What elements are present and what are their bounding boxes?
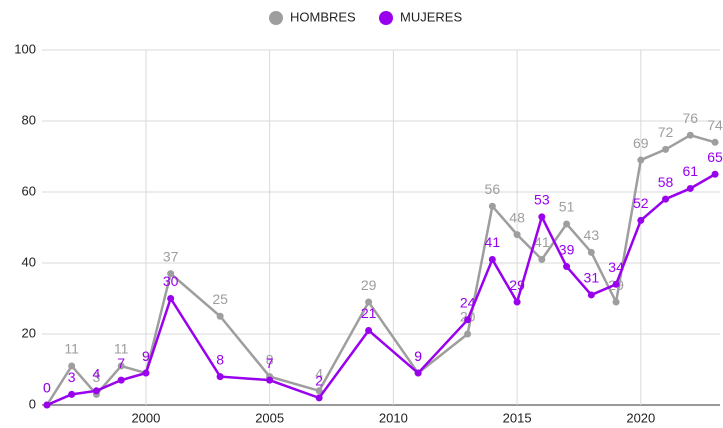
point xyxy=(216,312,224,320)
point xyxy=(587,291,595,299)
point xyxy=(637,216,645,224)
point xyxy=(488,255,496,263)
point xyxy=(216,373,224,381)
x-tick-label: 2020 xyxy=(626,410,655,425)
point xyxy=(167,270,175,278)
data-label: 48 xyxy=(509,209,525,225)
point xyxy=(117,376,125,384)
legend-marker xyxy=(269,11,283,25)
data-label: 21 xyxy=(361,305,377,321)
point xyxy=(563,220,571,228)
point xyxy=(538,255,546,263)
data-label: 9 xyxy=(142,348,150,364)
point xyxy=(365,326,373,334)
point xyxy=(266,376,274,384)
point xyxy=(488,202,496,210)
y-tick-label: 20 xyxy=(22,325,36,340)
data-label: 29 xyxy=(509,277,525,293)
y-tick-label: 80 xyxy=(22,112,36,127)
data-label: 72 xyxy=(658,124,674,140)
data-label: 29 xyxy=(361,277,377,293)
data-label: 34 xyxy=(608,259,624,275)
point xyxy=(68,390,76,398)
data-label: 11 xyxy=(114,341,129,357)
point xyxy=(513,298,521,306)
data-label: 9 xyxy=(414,348,422,364)
point xyxy=(662,195,670,203)
data-label: 76 xyxy=(683,110,699,126)
data-label: 3 xyxy=(68,369,76,385)
point xyxy=(43,401,51,409)
data-label: 39 xyxy=(559,241,575,257)
data-label: 7 xyxy=(117,355,125,371)
y-tick-label: 0 xyxy=(29,396,36,411)
series-line xyxy=(46,173,716,407)
data-label: 8 xyxy=(216,351,224,367)
x-tick-label: 2010 xyxy=(379,410,408,425)
point xyxy=(68,362,76,370)
point xyxy=(92,387,100,395)
x-tick-label: 2000 xyxy=(131,410,160,425)
point xyxy=(167,295,175,302)
point xyxy=(142,369,150,377)
point xyxy=(315,394,323,402)
data-label: 65 xyxy=(707,149,723,165)
point xyxy=(117,362,125,370)
data-label: 9 xyxy=(142,348,150,364)
data-label: 24 xyxy=(460,295,476,311)
y-tick-label: 40 xyxy=(22,254,36,269)
data-label: 0 xyxy=(43,380,51,396)
point xyxy=(711,138,719,146)
legend-label: HOMBRES xyxy=(290,9,356,24)
data-label: 37 xyxy=(163,248,179,264)
data-label: 58 xyxy=(658,174,674,190)
point xyxy=(365,298,373,306)
point xyxy=(686,131,694,139)
legend-label: MUJERES xyxy=(400,9,462,24)
data-label: 8 xyxy=(266,351,274,367)
data-label: 25 xyxy=(212,291,228,307)
data-label: 43 xyxy=(584,227,600,243)
point xyxy=(711,170,719,178)
point xyxy=(464,316,472,324)
data-label: 2 xyxy=(315,373,323,389)
data-label: 30 xyxy=(163,273,179,289)
point xyxy=(637,156,645,164)
point xyxy=(538,213,546,221)
y-tick-label: 100 xyxy=(14,41,36,56)
y-tick-label: 60 xyxy=(22,183,36,198)
data-label: 9 xyxy=(414,348,422,364)
x-tick-label: 2015 xyxy=(503,410,532,425)
point xyxy=(464,330,472,338)
point xyxy=(587,248,595,256)
data-label: 61 xyxy=(683,163,699,179)
point xyxy=(612,280,620,288)
data-label: 4 xyxy=(93,366,101,382)
data-label: 11 xyxy=(64,341,79,357)
point xyxy=(686,184,694,192)
data-label: 51 xyxy=(559,199,575,215)
data-label: 31 xyxy=(584,270,600,286)
data-label: 52 xyxy=(633,195,649,211)
data-label: 7 xyxy=(266,355,274,371)
data-label: 69 xyxy=(633,135,649,151)
point xyxy=(414,369,422,377)
data-label: 53 xyxy=(534,192,550,208)
data-label: 74 xyxy=(707,117,723,133)
series-line xyxy=(45,133,716,406)
data-label: 0 xyxy=(43,380,51,396)
legend-marker xyxy=(379,11,393,25)
point xyxy=(612,298,620,306)
data-label: 41 xyxy=(485,234,501,250)
x-tick-label: 2005 xyxy=(255,410,284,425)
point xyxy=(513,231,521,239)
point xyxy=(662,145,670,153)
data-label: 41 xyxy=(534,234,550,250)
data-label: 3 xyxy=(93,369,101,385)
point xyxy=(563,263,571,271)
data-label: 4 xyxy=(315,366,323,382)
point xyxy=(315,387,323,395)
data-label: 56 xyxy=(485,181,501,197)
